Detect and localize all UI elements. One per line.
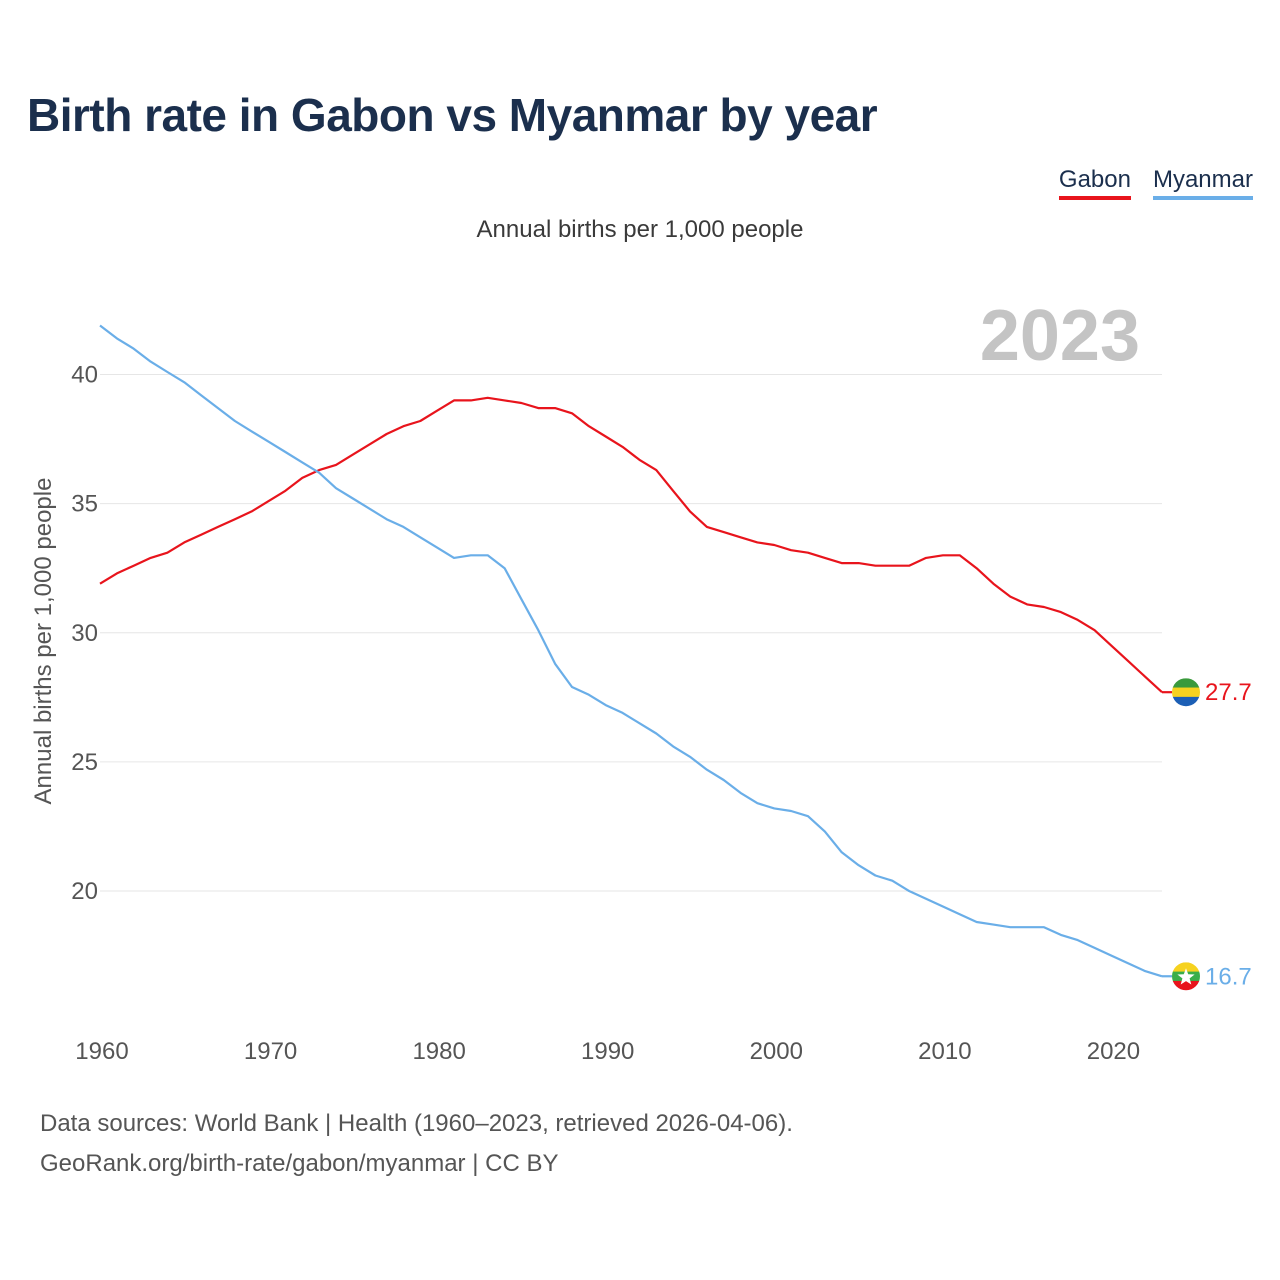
y-tick-label: 20 [71,878,98,905]
x-tick-label: 2010 [918,1038,971,1065]
y-axis-ticks: 20 25 30 35 40 [71,362,98,905]
chart-title: Birth rate in Gabon vs Myanmar by year [27,89,878,141]
x-tick-label: 1990 [581,1038,634,1065]
series-line-gabon[interactable] [99,396,1163,694]
source-link[interactable]: GeoRank.org/birth-rate/gabon/myanmar | C… [40,1150,559,1177]
x-axis-ticks: 1960 1970 1980 1990 2000 2010 2020 [75,1038,1140,1065]
legend-item-gabon[interactable]: Gabon [1058,166,1131,200]
y-tick-label: 25 [71,749,98,776]
myanmar-flag-icon [1172,962,1200,991]
y-tick-label: 30 [71,620,98,647]
x-tick-label: 2000 [750,1038,803,1065]
series-line-myanmar[interactable] [99,324,1163,978]
x-tick-label: 1960 [75,1038,128,1065]
footer: Data sources: World Bank | Health (1960–… [40,1104,793,1184]
end-value-label-myanmar: 16.7 [1205,963,1252,990]
y-axis-label: Annual births per 1,000 people [30,478,57,805]
legend-item-myanmar[interactable]: Myanmar [1152,166,1253,200]
year-watermark: 2023 [980,296,1140,376]
data-source-text: Data sources: World Bank | Health (1960–… [40,1110,793,1137]
chart-subtitle: Annual births per 1,000 people [476,216,804,243]
gabon-flag-icon [1172,678,1200,707]
end-value-label-gabon: 27.7 [1205,679,1252,706]
x-tick-label: 1970 [244,1038,297,1065]
y-tick-label: 35 [71,491,98,518]
legend: Gabon Myanmar [1058,166,1253,200]
grid-lines [100,374,1162,892]
x-tick-label: 1980 [412,1038,465,1065]
y-tick-label: 40 [71,362,98,389]
x-tick-label: 2020 [1087,1038,1140,1065]
